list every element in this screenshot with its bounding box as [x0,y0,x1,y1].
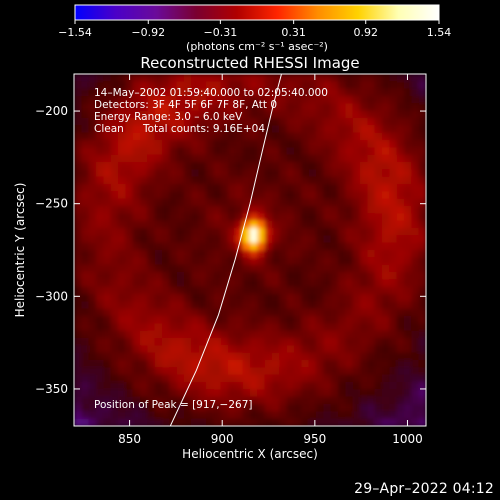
colorbar-tick-label: 0.92 [353,26,378,39]
y-axis-label: Heliocentric Y (arcsec) [13,183,27,318]
y-tick-label: −300 [35,289,68,303]
annotation-peak-position: Position of Peak = [917,−267] [94,399,253,411]
annotation-energy-range: Energy Range: 3.0 – 6.0 keV [94,111,243,123]
colorbar [74,4,440,21]
footer-date: 29–Apr–2022 04:12 [354,481,494,497]
colorbar-tick-label: −0.31 [204,26,238,39]
x-tick-label: 900 [211,432,234,446]
colorbar-unit-label: (photons cm⁻² s⁻¹ asec⁻²) [186,40,328,53]
colorbar-tick-label: 0.31 [281,26,306,39]
x-tick-label: 850 [118,432,141,446]
chart-title: Reconstructed RHESSI Image [140,54,359,72]
x-axis-label: Heliocentric X (arcsec) [182,447,318,461]
y-axis: −200 −250 −300 −350 [35,104,426,396]
solar-limb-line [169,74,282,426]
annotation-algorithm: Clean [94,123,124,135]
x-axis: 850 900 950 1000 [118,74,423,446]
annotation-time-range: 14–May–2002 01:59:40.000 to 02:05:40.000 [94,87,328,99]
x-tick-label: 950 [303,432,326,446]
plot-frame [73,73,427,427]
colorbar-tick-label: −1.54 [58,26,92,39]
y-tick-label: −250 [35,197,68,211]
annotation-detectors: Detectors: 3F 4F 5F 6F 7F 8F, Att 0 [94,99,277,111]
annotation-total-counts: Total counts: 9.16E+04 [142,123,265,135]
colorbar-tick-label: 1.54 [427,26,452,39]
y-tick-label: −200 [35,104,68,118]
rhessi-image [74,74,426,426]
colorbar-ticks: −1.54 −0.92 −0.31 0.31 0.92 1.54 [58,20,451,39]
colorbar-tick-label: −0.92 [131,26,165,39]
y-tick-label: −350 [35,382,68,396]
image-annotations: 14–May–2002 01:59:40.000 to 02:05:40.000… [94,87,328,411]
x-tick-label: 1000 [392,432,423,446]
